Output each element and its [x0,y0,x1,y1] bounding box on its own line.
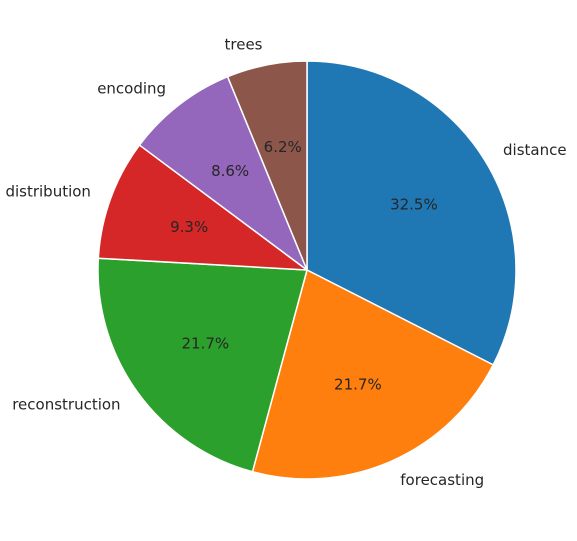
pct-label-reconstruction: 21.7% [181,334,229,352]
category-label-trees: trees [225,35,263,53]
pie-slice-forecasting [251,269,494,480]
pct-label-distance: 32.5% [390,195,438,213]
pie-slice-distribution [97,144,308,271]
pct-label-encoding: 8.6% [211,162,249,180]
category-label-forecasting: forecasting [400,471,484,489]
category-label-reconstruction: reconstruction [12,396,120,414]
pie-slice-distance [306,60,517,366]
category-label-distance: distance [503,141,567,159]
category-labels-layer: distance forecasting reconstruction distrib… [5,35,566,489]
slices-layer [97,60,517,480]
category-label-encoding: encoding [97,79,166,97]
pie-slice-trees [226,60,308,271]
pct-label-distribution: 9.3% [170,218,208,236]
percent-labels-layer: 32.5% 21.7% 21.7% 9.3% 8.6% 6.2% [170,138,438,394]
pie-slice-encoding [138,75,308,271]
category-label-distribution: distribution [5,182,90,200]
pct-label-trees: 6.2% [264,138,302,156]
pct-label-forecasting: 21.7% [334,376,382,394]
pie-slice-reconstruction [97,257,308,473]
